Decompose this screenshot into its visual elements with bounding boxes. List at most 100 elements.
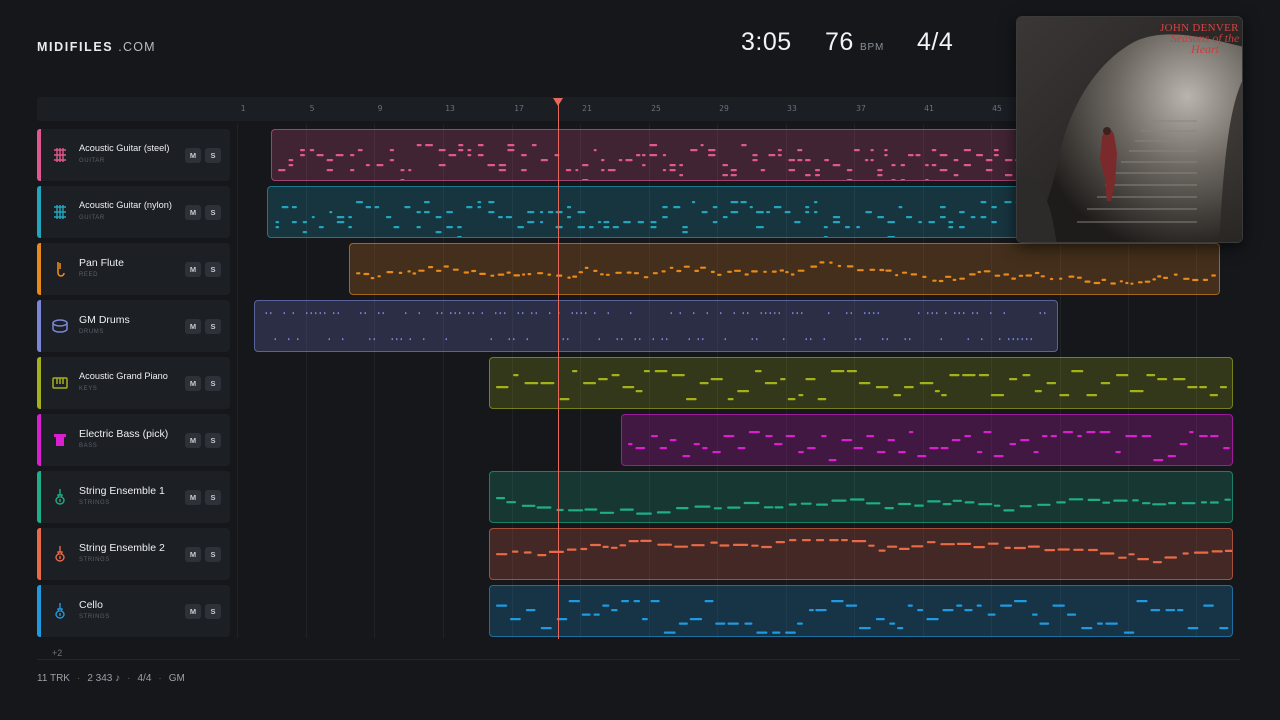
solo-button[interactable]: S: [205, 262, 221, 277]
midi-note: [710, 378, 723, 381]
separator-dot: ·: [76, 673, 81, 684]
solo-button[interactable]: S: [205, 604, 221, 619]
midi-note: [844, 226, 850, 229]
midi-note: [898, 502, 912, 506]
midi-region-acoustic-grand-piano[interactable]: [489, 357, 1233, 409]
midi-region-pan-flute[interactable]: [349, 243, 1220, 295]
midi-note: [416, 226, 421, 229]
mute-button[interactable]: M: [185, 262, 201, 277]
midi-note: [404, 206, 411, 209]
midi-note: [458, 149, 464, 152]
mute-button[interactable]: M: [185, 148, 201, 163]
midi-note: [810, 265, 818, 268]
midi-standard: GM: [168, 673, 185, 684]
midi-note: [1224, 498, 1231, 501]
mute-button[interactable]: M: [185, 547, 201, 562]
midi-note: [1125, 435, 1138, 438]
track-header-string-ensemble-2[interactable]: String Ensemble 2 STRINGS M S: [37, 528, 230, 580]
solo-button[interactable]: S: [205, 490, 221, 505]
midi-note: [1192, 278, 1199, 282]
midi-note: [801, 312, 803, 315]
midi-note: [774, 312, 776, 315]
mute-button[interactable]: M: [185, 319, 201, 334]
midi-note: [642, 164, 646, 167]
solo-button[interactable]: S: [205, 205, 221, 220]
track-header-cello[interactable]: Cello STRINGS M S: [37, 585, 230, 637]
midi-region-string-ensemble-1[interactable]: [489, 471, 1233, 523]
bar-gridline: [1060, 124, 1061, 638]
track-header-acoustic-grand-piano[interactable]: Acoustic Grand Piano KEYS M S: [37, 357, 230, 409]
midi-region-cello[interactable]: [489, 585, 1233, 637]
track-header-gm-drums[interactable]: GM Drums DRUMS M S: [37, 300, 230, 352]
midi-note: [815, 174, 820, 177]
midi-note: [275, 226, 280, 229]
midi-note: [1084, 280, 1091, 283]
solo-button[interactable]: S: [205, 433, 221, 448]
midi-region-acoustic-guitar-steel[interactable]: [271, 129, 1026, 181]
midi-region-acoustic-guitar-nylon[interactable]: [267, 186, 1026, 238]
midi-note: [650, 600, 660, 603]
midi-note: [976, 604, 982, 607]
midi-note: [798, 394, 804, 397]
midi-note: [1163, 276, 1169, 279]
midi-note: [732, 543, 749, 546]
midi-note: [486, 351, 488, 352]
midi-note: [428, 351, 430, 352]
midi-note: [708, 154, 716, 157]
playhead[interactable]: [558, 104, 559, 639]
midi-note: [678, 622, 688, 625]
track-header-acoustic-guitar-steel[interactable]: Acoustic Guitar (steel) GUITAR M S: [37, 129, 230, 181]
midi-note: [1102, 501, 1111, 504]
playhead-handle[interactable]: [553, 98, 563, 106]
midi-note: [730, 169, 737, 172]
midi-note: [602, 604, 610, 607]
midi-note: [821, 435, 827, 438]
ruler-tick: 9: [377, 104, 383, 113]
midi-note: [450, 312, 452, 315]
more-tracks-indicator[interactable]: +2: [52, 648, 63, 658]
midi-note: [508, 338, 510, 341]
bar-gridline: [237, 124, 238, 638]
midi-note: [963, 164, 972, 167]
midi-region-string-ensemble-2[interactable]: [489, 528, 1233, 580]
track-header-pan-flute[interactable]: Pan Flute REED M S: [37, 243, 230, 295]
midi-note: [536, 506, 552, 509]
site-logo[interactable]: MIDIFILES .COM: [37, 40, 156, 54]
solo-button[interactable]: S: [205, 319, 221, 334]
midi-note: [1013, 600, 1027, 603]
midi-note: [496, 386, 509, 389]
track-color-stripe: [37, 414, 41, 466]
midi-note: [1199, 435, 1208, 438]
midi-note: [1039, 622, 1050, 625]
bar-gridline: [649, 124, 650, 638]
mute-button[interactable]: M: [185, 433, 201, 448]
track-header-acoustic-guitar-nylon[interactable]: Acoustic Guitar (nylon) GUITAR M S: [37, 186, 230, 238]
midi-note: [1157, 378, 1168, 381]
mute-button[interactable]: M: [185, 490, 201, 505]
mute-button[interactable]: M: [185, 376, 201, 391]
midi-note: [669, 169, 676, 172]
solo-button[interactable]: S: [205, 376, 221, 391]
mute-button[interactable]: M: [185, 604, 201, 619]
track-header-electric-bass-pick[interactable]: Electric Bass (pick) BASS M S: [37, 414, 230, 466]
midi-region-electric-bass-pick[interactable]: [621, 414, 1233, 466]
midi-note: [457, 236, 462, 237]
midi-note: [891, 164, 896, 167]
midi-region-gm-drums[interactable]: [254, 300, 1058, 352]
solo-button[interactable]: S: [205, 547, 221, 562]
midi-note: [1011, 277, 1016, 280]
track-header-string-ensemble-1[interactable]: String Ensemble 1 STRINGS M S: [37, 471, 230, 523]
midi-note: [649, 154, 658, 157]
midi-note: [1199, 386, 1207, 389]
midi-note: [858, 382, 871, 385]
solo-button[interactable]: S: [205, 148, 221, 163]
midi-note: [446, 226, 453, 229]
midi-note: [940, 338, 942, 341]
track-category: GUITAR: [79, 158, 105, 164]
midi-note: [556, 618, 568, 621]
midi-note: [1041, 435, 1048, 438]
midi-note: [1125, 281, 1129, 285]
ruler-tick: 45: [992, 104, 1002, 113]
mute-button[interactable]: M: [185, 205, 201, 220]
midi-note: [914, 351, 916, 352]
